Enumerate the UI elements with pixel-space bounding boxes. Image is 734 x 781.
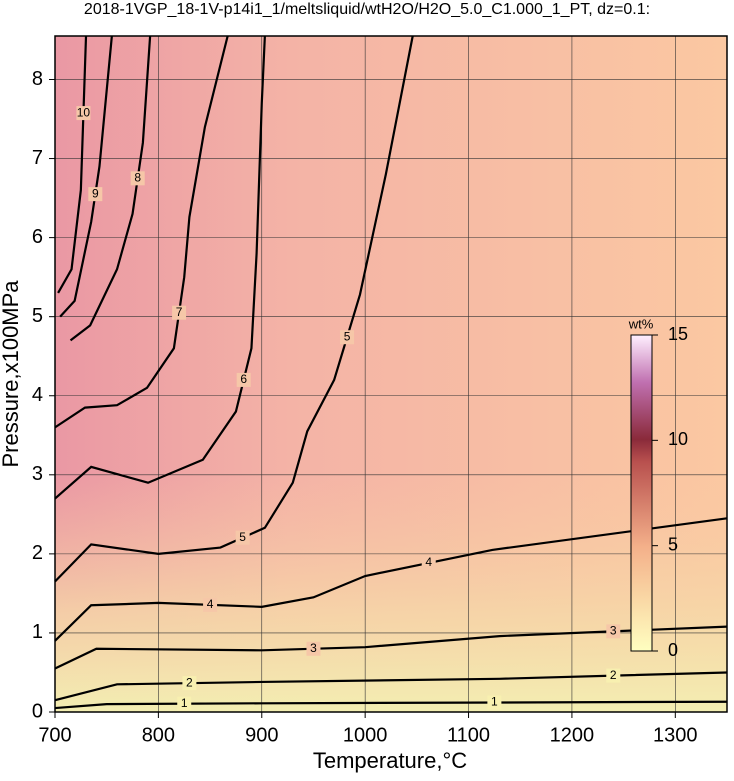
contour-line	[54, 35, 414, 583]
contour-label: 3	[310, 641, 317, 655]
contour-label: 3	[610, 624, 617, 638]
contour-label-bg	[172, 305, 187, 320]
y-tick-label: 6	[32, 226, 43, 248]
contour-label-bg	[130, 171, 145, 186]
x-tick-label: 1100	[447, 724, 490, 746]
contour-label-bg	[182, 676, 197, 691]
contour-label: 2	[610, 668, 617, 682]
plot-frame	[54, 35, 728, 713]
contour-label-bg	[606, 624, 621, 639]
contour-label-bg	[340, 330, 355, 345]
y-tick-label: 0	[32, 700, 43, 722]
contour-label: 4	[207, 597, 214, 611]
contour-label-bg	[606, 668, 621, 683]
x-tick-label: 800	[142, 724, 175, 746]
contour-line	[54, 35, 266, 500]
contour-label: 4	[425, 555, 432, 569]
contour-line	[54, 35, 229, 429]
y-tick-label: 1	[32, 621, 43, 643]
contour-label-bg	[306, 641, 321, 656]
x-axis-label: Temperature,°C	[313, 748, 467, 773]
colorbar	[630, 334, 653, 652]
y-tick-label: 3	[32, 463, 43, 485]
contours: 1 1 2 2 3 3 4 4 5 5 6 7 8 9 10	[54, 35, 728, 711]
contour-label-bg	[76, 106, 91, 121]
contour-label: 5	[344, 329, 351, 343]
contour-label: 5	[239, 530, 246, 544]
y-tick-label: 8	[32, 68, 43, 90]
x-tick-label: 900	[245, 724, 278, 746]
contour-label-bg	[421, 555, 436, 570]
contour-line	[69, 35, 152, 342]
colorbar-tick-label: 15	[668, 324, 688, 344]
colorbar-tick-label: 0	[668, 640, 678, 660]
x-tick-label: 1300	[653, 724, 698, 746]
y-tick-label: 2	[32, 542, 43, 564]
contour-label-bg	[235, 530, 250, 545]
contour-label-bg	[487, 695, 502, 710]
contour-label: 7	[176, 305, 183, 319]
x-tick-label: 700	[38, 724, 71, 746]
y-tick-label: 7	[32, 147, 43, 169]
contour-line	[54, 517, 728, 642]
y-tick-label: 4	[32, 384, 43, 406]
y-axis-label: Pressure,x100MPa	[0, 280, 23, 468]
contour-label: 8	[134, 170, 141, 184]
contour-label: 2	[186, 675, 193, 689]
colorbar-tick-label: 5	[668, 534, 678, 554]
contour-label: 1	[491, 695, 498, 709]
contour-label: 6	[240, 372, 247, 386]
contour-label-bg	[177, 696, 192, 711]
contour-label: 10	[77, 105, 91, 119]
x-tick-label: 1000	[343, 724, 388, 746]
contour-line	[59, 35, 113, 318]
colorbar-tick-label: 10	[668, 429, 688, 449]
contour-label-bg	[88, 187, 103, 202]
contour-label: 1	[181, 696, 188, 710]
contour-label-bg	[236, 372, 251, 387]
colorbar-label: wt%	[628, 316, 654, 331]
chart-title: 2018-1VGP_18-1V-p14i1_1/meltsliquid/wtH2…	[84, 1, 650, 18]
contour-label: 9	[92, 186, 99, 200]
contour-line	[54, 671, 728, 702]
y-tick-label: 5	[32, 305, 43, 327]
contour-label-bg	[203, 597, 218, 612]
x-tick-label: 1200	[550, 724, 595, 746]
